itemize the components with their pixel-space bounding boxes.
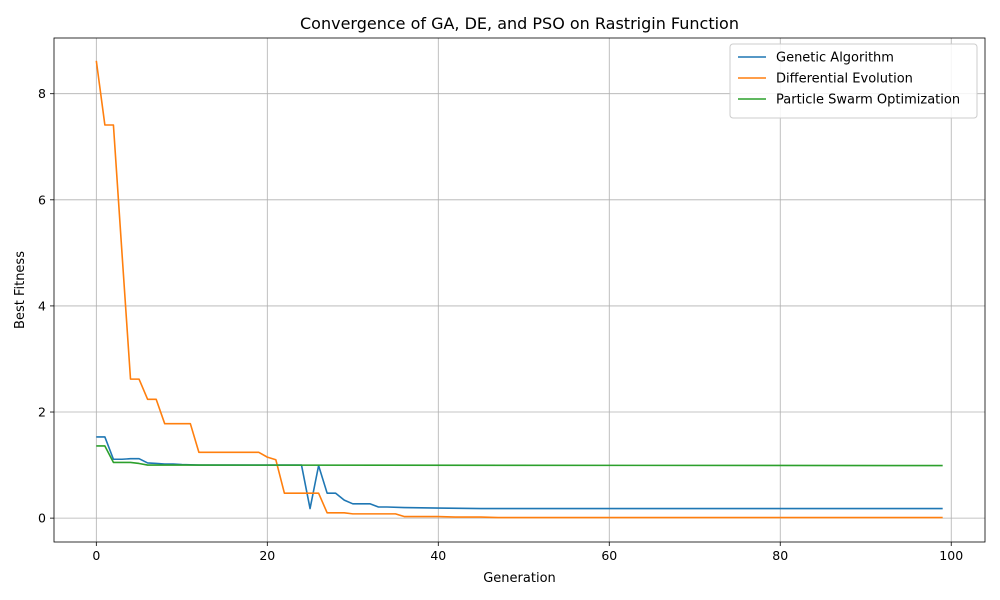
legend: Genetic Algorithm Differential Evolution P… — [729, 43, 978, 119]
y-axis-label: Best Fitness — [13, 251, 28, 329]
y-tick-label: 2 — [38, 405, 46, 420]
legend-label-differential-evolution: Differential Evolution — [776, 72, 913, 87]
x-tick-label: 40 — [430, 548, 446, 563]
x-tick-label: 60 — [601, 548, 617, 563]
series-line-particle-swarm-optimization — [96, 445, 943, 467]
x-tick-label: 100 — [939, 548, 963, 563]
legend-box — [729, 43, 978, 119]
legend-label-genetic-algorithm: Genetic Algorithm — [776, 51, 894, 66]
y-tick-label: 8 — [38, 86, 46, 101]
legend-label-particle-swarm-optimization: Particle Swarm Optimization — [776, 93, 960, 108]
y-tick-label: 0 — [38, 511, 46, 526]
series-lines — [95, 60, 943, 519]
chart-title: Convergence of GA, DE, and PSO on Rastri… — [300, 14, 739, 33]
x-tick-label: 0 — [92, 548, 100, 563]
x-tick-label: 80 — [772, 548, 788, 563]
y-tick-label: 4 — [38, 298, 46, 313]
series-line-differential-evolution — [95, 60, 943, 519]
x-axis-label: Generation — [483, 571, 556, 586]
ticks: 0 20 40 60 80 100 0 2 4 6 8 — [38, 86, 963, 563]
x-tick-label: 20 — [259, 548, 275, 563]
plot-frame — [53, 37, 986, 543]
y-tick-label: 6 — [38, 192, 46, 207]
